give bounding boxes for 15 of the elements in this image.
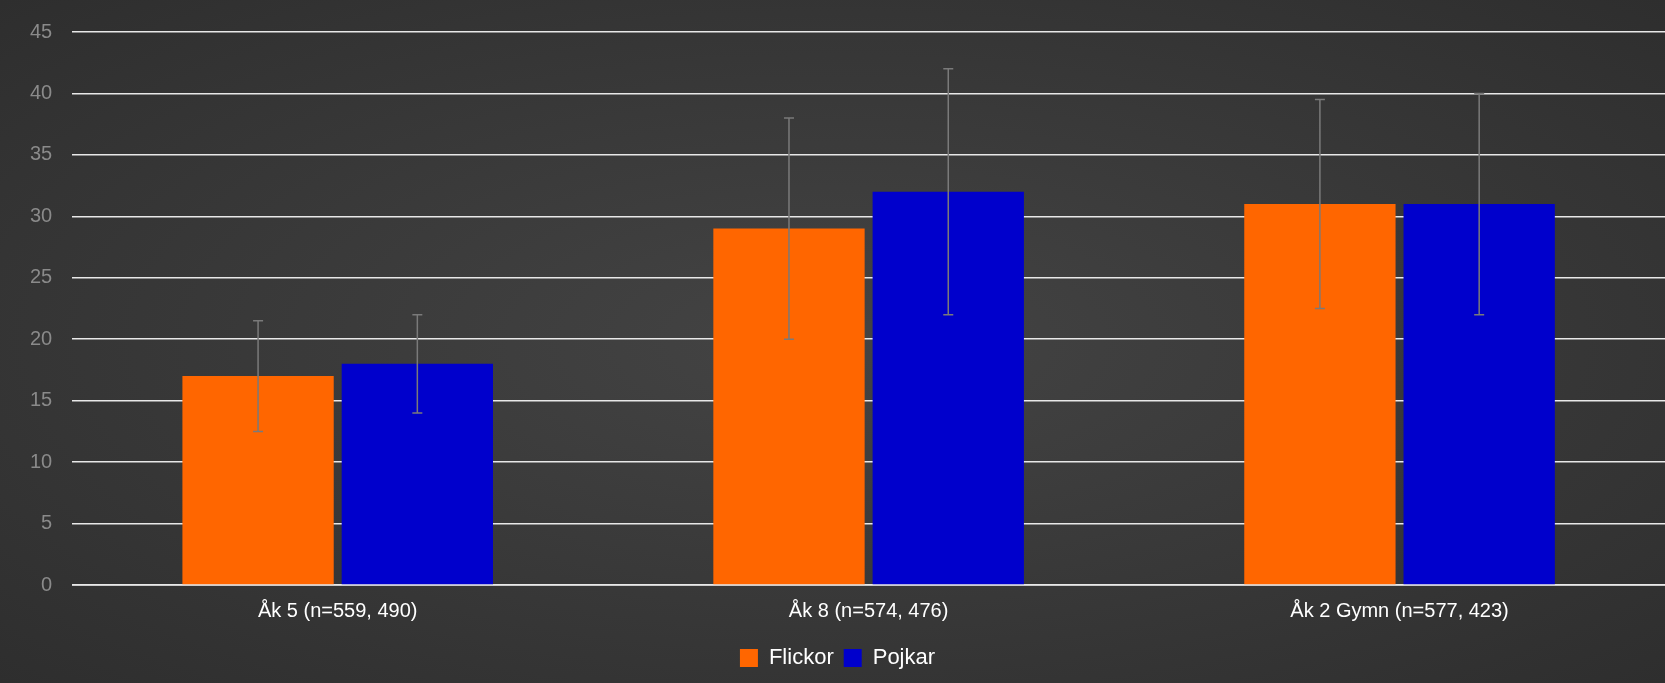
x-tick-label: Åk 8 (n=574, 476) (788, 598, 949, 621)
x-tick-label: Åk 2 Gymn (n=577, 423) (1290, 598, 1509, 621)
y-tick-label: 30 (30, 203, 53, 226)
x-tick-label: Åk 5 (n=559, 490) (257, 598, 418, 621)
legend-label: Flickor (768, 644, 834, 670)
y-tick-label: 10 (30, 449, 53, 472)
y-tick-label: 5 (41, 511, 53, 534)
y-tick-label: 0 (41, 572, 53, 595)
y-tick-label: 25 (30, 265, 53, 288)
y-tick-label: 15 (30, 388, 53, 411)
y-tick-label: 45 (30, 19, 53, 42)
y-tick-label: 35 (30, 142, 53, 165)
legend-label: Pojkar (872, 644, 936, 670)
y-tick-label: 40 (30, 80, 53, 103)
y-tick-label: 20 (30, 326, 53, 349)
